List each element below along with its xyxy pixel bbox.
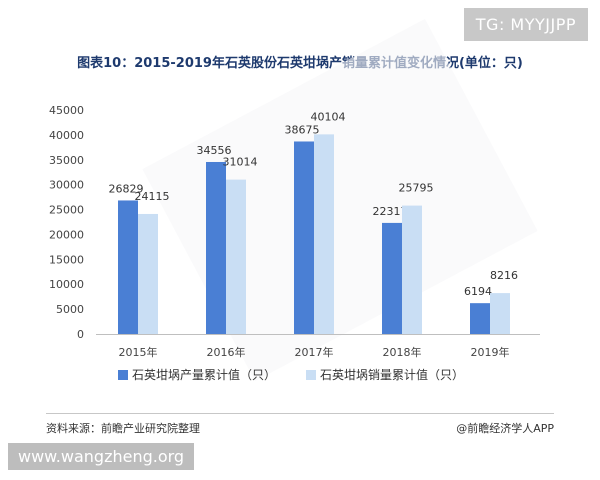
bar-sales [490, 293, 510, 334]
site-badge: www.wangzheng.org [8, 443, 195, 470]
bar-sales [138, 213, 158, 334]
y-tick-label: 5000 [56, 303, 84, 316]
bar-production [470, 303, 490, 334]
y-tick-label: 45000 [49, 104, 84, 117]
bar-production [382, 222, 402, 334]
data-label: 25795 [399, 182, 434, 195]
y-tick-label: 40000 [49, 129, 84, 142]
data-label: 31014 [223, 156, 258, 169]
bar-sales [402, 205, 422, 334]
x-axis: 2015年 2016年 2017年 2018年 2019年 [119, 345, 510, 359]
x-tick-label: 2016年 [207, 345, 246, 359]
data-label: 8216 [490, 269, 518, 282]
source-note: 资料来源：前瞻产业研究院整理 [46, 422, 200, 435]
bar-production [118, 200, 138, 334]
y-tick-label: 35000 [49, 154, 84, 167]
y-tick-label: 30000 [49, 179, 84, 192]
data-label: 26829 [109, 182, 144, 195]
data-label: 38675 [285, 123, 320, 136]
legend: 石英坩埚产量累计值（只） 石英坩埚销量累计值（只） [118, 367, 464, 382]
y-tick-label: 15000 [49, 253, 84, 266]
legend-swatch [118, 370, 128, 380]
bar-sales [314, 134, 334, 334]
y-tick-label: 25000 [49, 204, 84, 217]
bar-sales [226, 179, 246, 334]
data-label: 22317 [373, 205, 408, 218]
brand-credit: @前瞻经济学人APP [456, 422, 554, 435]
footer: 资料来源：前瞻产业研究院整理 @前瞻经济学人APP [46, 413, 554, 436]
legend-label: 石英坩埚销量累计值（只） [320, 367, 464, 382]
x-tick-label: 2018年 [383, 345, 422, 359]
y-tick-label: 20000 [49, 228, 84, 241]
tg-badge: TG: MYYJJPP [463, 8, 588, 41]
bar-production [206, 161, 226, 334]
x-tick-label: 2017年 [295, 345, 334, 359]
data-label: 40104 [311, 110, 346, 123]
bar-production [294, 141, 314, 334]
data-label: 24115 [135, 190, 170, 203]
y-tick-label: 0 [77, 328, 84, 341]
data-label: 6194 [464, 285, 492, 298]
legend-swatch [306, 370, 316, 380]
bar-chart: 45000 40000 35000 30000 25000 20000 15000 10000… [49, 104, 540, 382]
x-tick-label: 2019年 [471, 345, 510, 359]
x-tick-label: 2015年 [119, 345, 158, 359]
y-axis: 45000 40000 35000 30000 25000 20000 15000 10000… [49, 104, 84, 341]
data-label: 34556 [197, 144, 232, 157]
y-tick-label: 10000 [49, 278, 84, 291]
legend-label: 石英坩埚产量累计值（只） [132, 367, 276, 382]
